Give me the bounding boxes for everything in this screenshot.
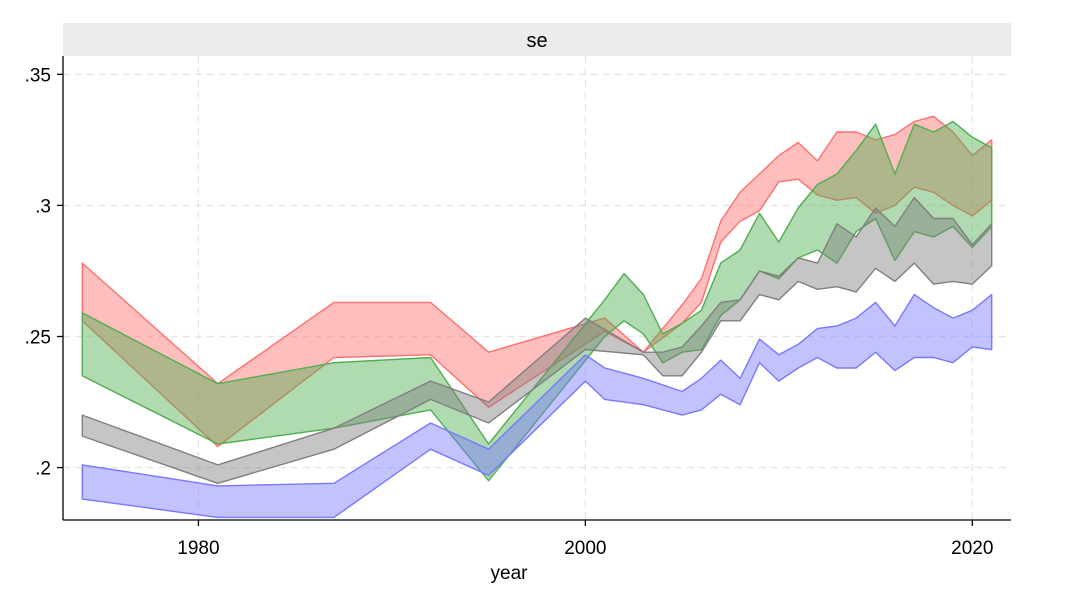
x-tick-label-1: 2000	[564, 538, 606, 559]
x-ticks: 1980 2000 2020	[177, 520, 993, 559]
axes	[62, 56, 1011, 521]
panel-title: se	[526, 30, 547, 52]
x-axis-title: year	[491, 563, 529, 584]
y-tick-label-2: .3	[35, 196, 51, 217]
y-ticks: .2 .25 .3 .35	[25, 65, 63, 480]
series-band-2	[81, 196, 993, 484]
panel-header	[63, 23, 1011, 56]
x-tick-label-2: 2020	[951, 538, 993, 559]
grid-lines	[63, 56, 1011, 520]
series-bands	[81, 115, 993, 519]
series-band-3	[81, 293, 993, 519]
y-tick-label-1: .25	[25, 327, 51, 348]
y-tick-label-3: .35	[25, 65, 51, 86]
x-tick-label-0: 1980	[177, 538, 219, 559]
y-tick-label-0: .2	[35, 459, 51, 480]
plot-area: 1980 2000 2020 .2 .25 .3 .35	[25, 56, 1011, 559]
